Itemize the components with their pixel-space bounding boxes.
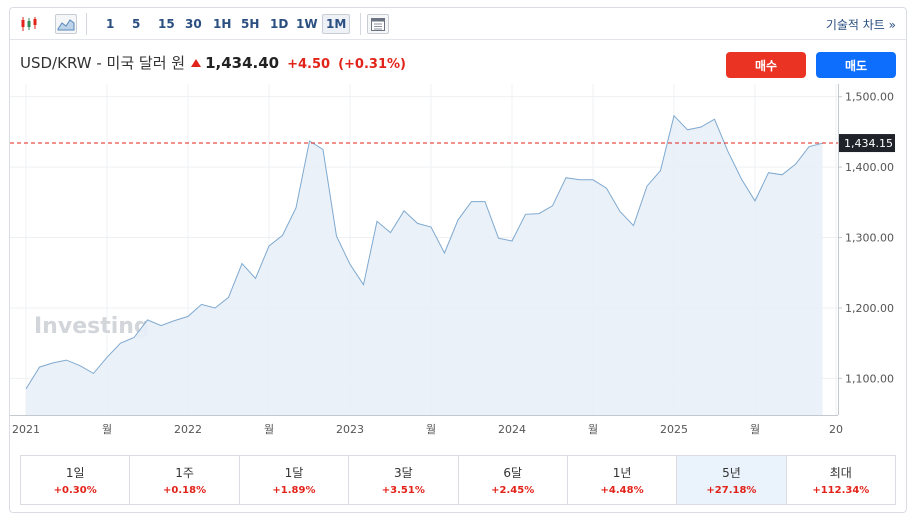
period-5[interactable]: 1년 +4.48% bbox=[568, 456, 678, 504]
area-chart-icon[interactable] bbox=[55, 14, 77, 34]
period-label: 1일 bbox=[65, 466, 85, 480]
period-change: +4.48% bbox=[600, 485, 644, 496]
timeframe-1h[interactable]: 1H bbox=[213, 17, 232, 31]
last-price-label: 1,434.15 bbox=[844, 137, 893, 150]
chart-widget: 1 5 15 30 1H 5H 1D 1W 1M 기술적 차트 » USD/KRW - 미국 달… bbox=[9, 7, 907, 513]
timeframe-1d[interactable]: 1D bbox=[270, 17, 289, 31]
timeframe-5h[interactable]: 5H bbox=[241, 17, 260, 31]
toolbar-separator bbox=[86, 13, 87, 35]
period-change: +1.89% bbox=[272, 485, 316, 496]
y-tick-label: 1,100.00 bbox=[845, 372, 894, 385]
price-change-percent: (+0.31%) bbox=[338, 57, 406, 72]
price-change: +4.50 bbox=[287, 57, 331, 72]
y-tick-label: 1,300.00 bbox=[845, 232, 894, 245]
x-tick-label: 월 bbox=[102, 423, 112, 436]
y-tick-label: 1,400.00 bbox=[845, 161, 894, 174]
period-label: 최대 bbox=[829, 466, 852, 480]
x-tick-label: 월 bbox=[426, 423, 436, 436]
calendar-icon[interactable] bbox=[367, 14, 389, 34]
period-7[interactable]: 최대 +112.34% bbox=[787, 456, 895, 504]
period-change: +0.18% bbox=[163, 485, 207, 496]
period-1[interactable]: 1주 +0.18% bbox=[130, 456, 240, 504]
period-2[interactable]: 1달 +1.89% bbox=[240, 456, 350, 504]
price-header: USD/KRW - 미국 달러 원 1,434.40 +4.50 (+0.31%… bbox=[20, 52, 406, 73]
technical-chart-link[interactable]: 기술적 차트 » bbox=[825, 18, 896, 32]
period-label: 3달 bbox=[393, 466, 413, 480]
period-4[interactable]: 6달 +2.45% bbox=[459, 456, 568, 504]
timeframe-5[interactable]: 5 bbox=[132, 17, 141, 31]
x-tick-label: 20 bbox=[829, 423, 843, 436]
toolbar-separator bbox=[360, 13, 361, 35]
price-area-fill bbox=[26, 115, 823, 415]
timeframe-1[interactable]: 1 bbox=[106, 17, 115, 31]
period-change: +2.45% bbox=[491, 485, 535, 496]
arrow-up-icon bbox=[191, 59, 202, 67]
last-price-tag bbox=[839, 134, 895, 153]
candlestick-icon[interactable] bbox=[18, 14, 40, 34]
period-6[interactable]: 5년 +27.18% bbox=[677, 456, 787, 504]
price-chart[interactable]: Investing 1,100.00 1,200.00 1,300.00 1,400.0… bbox=[10, 84, 906, 444]
timeframe-1w[interactable]: 1W bbox=[296, 17, 318, 31]
period-label: 1달 bbox=[284, 466, 304, 480]
chart-toolbar: 1 5 15 30 1H 5H 1D 1W 1M 기술적 차트 » bbox=[10, 8, 906, 40]
x-tick-label: 2022 bbox=[174, 423, 202, 436]
y-tick-label: 1,500.00 bbox=[845, 91, 894, 104]
currency-pair-title: USD/KRW - 미국 달러 원 bbox=[20, 54, 186, 72]
x-tick-label: 2021 bbox=[12, 423, 40, 436]
last-price: 1,434.40 bbox=[205, 54, 280, 72]
sell-button[interactable]: 매도 bbox=[816, 52, 896, 78]
x-tick-label: 2024 bbox=[498, 423, 526, 436]
x-tick-label: 월 bbox=[750, 423, 760, 436]
price-series-line bbox=[25, 114, 823, 390]
buy-button[interactable]: 매수 bbox=[726, 52, 806, 78]
period-3[interactable]: 3달 +3.51% bbox=[349, 456, 459, 504]
period-performance-bar: 1일 +0.30% 1주 +0.18% 1달 +1.89% 3달 +3.51% 6달 +2.45%… bbox=[20, 455, 896, 505]
period-change: +3.51% bbox=[381, 485, 425, 496]
period-change: +112.34% bbox=[812, 485, 870, 496]
period-label: 5년 bbox=[722, 466, 741, 480]
x-tick-label: 2023 bbox=[336, 423, 364, 436]
period-label: 1주 bbox=[175, 466, 194, 480]
period-label: 6달 bbox=[503, 466, 523, 480]
period-change: +0.30% bbox=[53, 485, 97, 496]
timeframe-30[interactable]: 30 bbox=[185, 17, 202, 31]
x-tick-label: 월 bbox=[264, 423, 274, 436]
x-tick-label: 월 bbox=[588, 423, 598, 436]
period-change: +27.18% bbox=[706, 485, 757, 496]
x-tick-label: 2025 bbox=[660, 423, 688, 436]
period-label: 1년 bbox=[612, 466, 632, 480]
watermark-logo: Investing bbox=[34, 314, 150, 339]
timeframe-1m[interactable]: 1M bbox=[322, 14, 351, 34]
period-0[interactable]: 1일 +0.30% bbox=[21, 456, 131, 504]
y-tick-label: 1,200.00 bbox=[845, 302, 894, 315]
timeframe-15[interactable]: 15 bbox=[158, 17, 175, 31]
